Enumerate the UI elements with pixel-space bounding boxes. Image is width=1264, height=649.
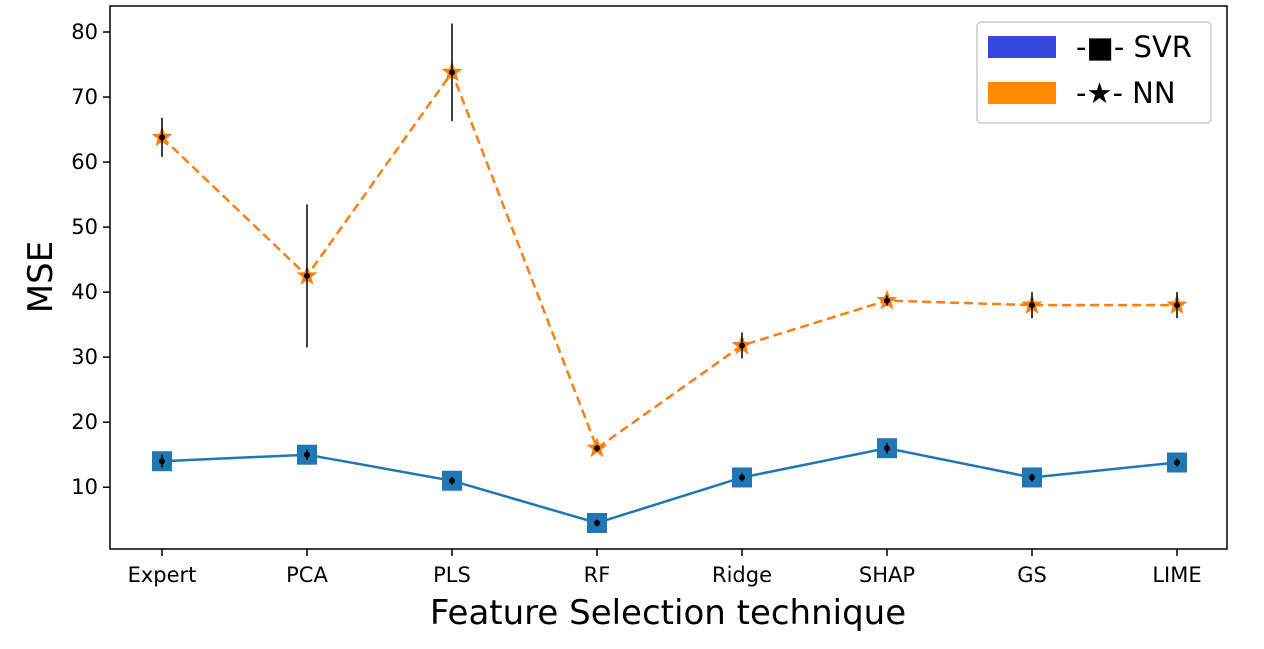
x-tick-label: GS — [1017, 563, 1047, 587]
y-tick-label: 10 — [71, 475, 98, 499]
data-point-center — [739, 474, 745, 481]
series-nn — [151, 23, 1188, 458]
x-tick-label: PLS — [433, 563, 471, 587]
y-tick-label: 60 — [71, 150, 98, 174]
data-point-center — [1029, 474, 1035, 481]
data-point-center — [884, 445, 890, 452]
series-line — [161, 446, 1178, 525]
legend-label: -■- SVR — [1076, 30, 1192, 64]
data-point-center — [159, 458, 165, 465]
y-tick-label: 50 — [71, 215, 98, 239]
y-tick-label: 20 — [71, 410, 98, 434]
data-point-center — [449, 477, 455, 484]
legend-swatch — [988, 36, 1056, 58]
data-point-center — [594, 519, 600, 526]
data-point-center — [739, 342, 745, 349]
data-point-center — [304, 272, 310, 279]
data-point-center — [449, 69, 455, 76]
data-point-center — [1174, 459, 1180, 466]
series-svr — [152, 438, 1187, 533]
y-axis-title: MSE — [21, 241, 61, 313]
legend-swatch — [988, 82, 1056, 104]
x-axis-title: Feature Selection technique — [430, 593, 906, 633]
legend-label: -★- NN — [1076, 76, 1176, 110]
data-point-center — [304, 451, 310, 458]
y-tick-label: 80 — [71, 20, 98, 44]
x-tick-label: LIME — [1152, 563, 1201, 587]
plot-frame — [109, 5, 1228, 550]
x-tick-label: PCA — [286, 563, 328, 587]
x-tick-label: Ridge — [712, 563, 772, 587]
data-point-center — [1029, 302, 1035, 309]
data-point-center — [159, 134, 165, 141]
x-tick-label: RF — [584, 563, 611, 587]
y-tick-label: 70 — [71, 85, 98, 109]
plot-area — [151, 23, 1188, 533]
y-tick-label: 40 — [71, 280, 98, 304]
data-point-center — [1174, 302, 1180, 309]
data-point-center — [594, 445, 600, 452]
data-point-center — [884, 297, 890, 304]
series-line — [161, 69, 1177, 451]
x-tick-label: SHAP — [859, 563, 915, 587]
y-tick-label: 30 — [71, 345, 98, 369]
x-tick-label: Expert — [128, 563, 197, 587]
legend: -■- SVR -★- NN — [976, 21, 1212, 124]
axes: 10 20 30 40 50 60 70 80 Expert PCA PLS RF Ridge SHAP G… — [71, 20, 1201, 587]
